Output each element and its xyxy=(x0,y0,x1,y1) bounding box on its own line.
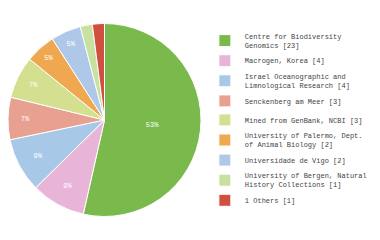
svg-text:Centre for BiodiversityGenomic: Centre for BiodiversityGenomics [23] xyxy=(245,33,342,50)
svg-text:University of Palermo, Dept.of: University of Palermo, Dept.of Animal Bi… xyxy=(245,132,363,149)
svg-text:53%: 53% xyxy=(146,121,159,129)
svg-text:Mined from GenBank, NCBI [3]: Mined from GenBank, NCBI [3] xyxy=(245,117,363,125)
svg-text:9%: 9% xyxy=(34,152,43,160)
svg-text:7%: 7% xyxy=(29,81,38,89)
svg-text:Senckenberg am Meer [3]: Senckenberg am Meer [3] xyxy=(245,98,342,106)
svg-text:University of Bergen, NaturalH: University of Bergen, NaturalHistory Col… xyxy=(245,172,367,189)
svg-text:7%: 7% xyxy=(21,115,30,123)
svg-text:1 Others [1]: 1 Others [1] xyxy=(245,197,295,205)
svg-text:9%: 9% xyxy=(63,182,72,190)
svg-text:Universidade de Vigo [2]: Universidade de Vigo [2] xyxy=(245,157,346,165)
svg-text:5%: 5% xyxy=(66,40,75,48)
svg-text:Israel Oceanographic andLimnol: Israel Oceanographic andLimnological Res… xyxy=(245,73,350,90)
svg-text:Macrogen, Korea [4]: Macrogen, Korea [4] xyxy=(245,57,325,65)
svg-text:5%: 5% xyxy=(44,54,53,62)
